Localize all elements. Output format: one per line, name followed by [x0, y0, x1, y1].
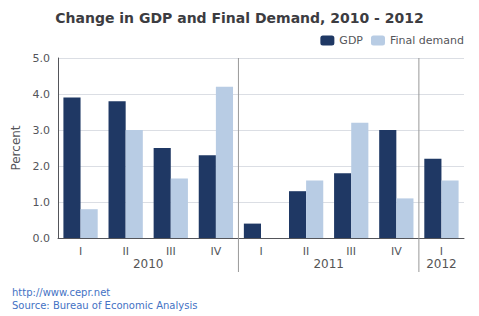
- svg-text:0.0: 0.0: [33, 232, 51, 245]
- svg-text:Source: Bureau of Economic Ana: Source: Bureau of Economic Analysis: [12, 300, 197, 311]
- svg-text:II: II: [303, 245, 310, 258]
- svg-text:IV: IV: [210, 245, 221, 258]
- svg-text:3.0: 3.0: [33, 124, 51, 137]
- svg-text:I: I: [440, 245, 443, 258]
- svg-text:2011: 2011: [313, 257, 344, 271]
- svg-text:2.0: 2.0: [33, 160, 51, 173]
- svg-text:2010: 2010: [133, 257, 164, 271]
- svg-text:III: III: [166, 245, 176, 258]
- svg-text:Final demand: Final demand: [390, 34, 464, 47]
- svg-text:Change in GDP and Final Demand: Change in GDP and Final Demand, 2010 - 2…: [55, 10, 424, 26]
- svg-text:II: II: [122, 245, 129, 258]
- svg-text:2012: 2012: [426, 257, 457, 271]
- svg-text:III: III: [346, 245, 356, 258]
- svg-text:Percent: Percent: [9, 125, 23, 170]
- svg-text:I: I: [259, 245, 262, 258]
- svg-text:5.0: 5.0: [33, 52, 51, 65]
- svg-text:IV: IV: [391, 245, 402, 258]
- svg-text:1.0: 1.0: [33, 196, 51, 209]
- svg-text:I: I: [79, 245, 82, 258]
- svg-text:http://www.cepr.net: http://www.cepr.net: [12, 287, 110, 298]
- svg-text:4.0: 4.0: [33, 88, 51, 101]
- svg-text:GDP: GDP: [339, 34, 363, 47]
